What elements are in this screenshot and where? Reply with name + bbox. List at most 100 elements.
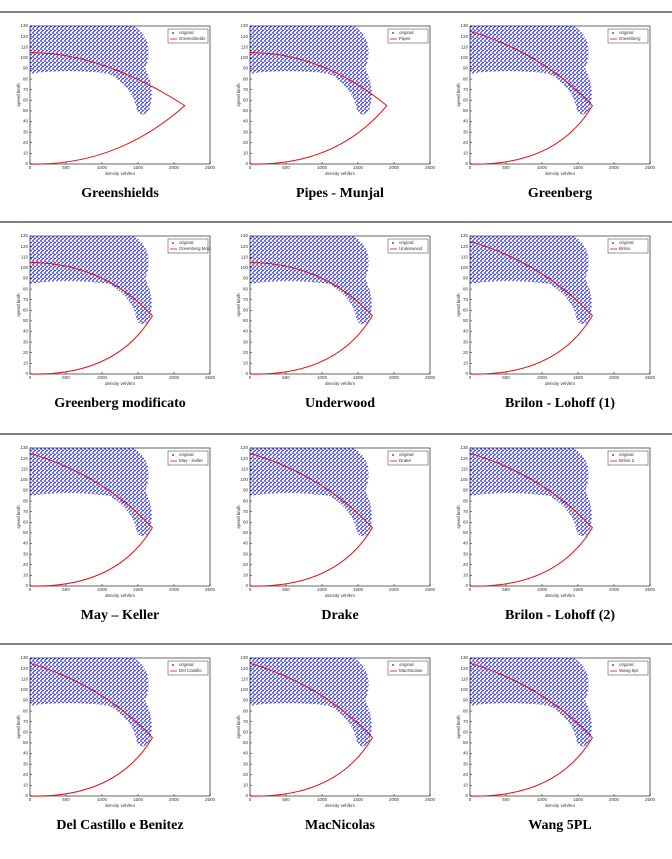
x-tick-label: 1500 <box>353 587 364 592</box>
x-tick-label: 1000 <box>317 587 328 592</box>
y-tick-label: 60 <box>23 97 29 102</box>
legend-entry: original <box>179 452 194 457</box>
y-tick-label: 80 <box>243 498 249 503</box>
y-tick-label: 20 <box>23 562 29 567</box>
y-tick-label: 80 <box>23 498 29 503</box>
panel: 0 500 1000 1500 2000 2500 0 10 20 30 40 50 60 70 80 90 1… <box>236 655 435 833</box>
caption: Greenshields <box>81 186 159 201</box>
legend-entry: original <box>179 30 194 35</box>
legend-entry: Greenberg Mod. <box>179 246 212 251</box>
y-axis-label: speed km/h <box>456 715 461 739</box>
y-tick-label: 20 <box>243 772 249 777</box>
y-tick-label: 50 <box>23 318 29 323</box>
fit-curve <box>469 662 594 797</box>
x-tick-label: 500 <box>282 797 290 802</box>
legend-entry: Wang 5pl <box>619 668 638 673</box>
legend-entry: Underwood <box>399 246 423 251</box>
caption: Underwood <box>305 396 375 411</box>
y-tick-label: 30 <box>243 339 249 344</box>
y-tick-label: 100 <box>460 477 468 482</box>
fit-curve <box>29 52 186 165</box>
caption: Greenberg modificato <box>54 396 186 411</box>
y-tick-label: 120 <box>240 456 248 461</box>
y-tick-label: 60 <box>243 97 249 102</box>
x-tick-label: 500 <box>502 375 510 380</box>
y-tick-label: 70 <box>23 509 29 514</box>
y-axis-label: speed km/h <box>16 505 21 529</box>
legend-entry: original <box>619 452 634 457</box>
x-axis-label: density veh/km <box>325 171 355 176</box>
y-tick-label: 100 <box>20 477 28 482</box>
y-tick-label: 100 <box>240 55 248 60</box>
y-tick-label: 20 <box>463 772 469 777</box>
y-tick-label: 130 <box>460 23 468 28</box>
panel: 0 500 1000 1500 2000 2500 0 10 20 30 40 50 60 70 80 90 1… <box>16 23 215 201</box>
x-tick-label: 1000 <box>317 375 328 380</box>
y-tick-label: 110 <box>241 44 249 49</box>
y-tick-label: 40 <box>243 119 249 124</box>
y-tick-label: 30 <box>463 129 469 134</box>
y-tick-label: 40 <box>243 541 249 546</box>
legend-entry: original <box>399 662 414 667</box>
legend-box <box>387 28 429 44</box>
y-tick-label: 90 <box>243 488 249 493</box>
x-tick-label: 0 <box>249 587 252 592</box>
y-tick-label: 40 <box>23 751 29 756</box>
y-tick-label: 90 <box>23 488 29 493</box>
y-tick-label: 70 <box>23 87 29 92</box>
panel: 0 500 1000 1500 2000 2500 0 10 20 30 40 50 60 70 80 90 1… <box>16 445 215 623</box>
y-tick-label: 90 <box>463 66 469 71</box>
y-tick-label: 120 <box>460 34 468 39</box>
x-tick-label: 2000 <box>609 375 620 380</box>
y-tick-label: 30 <box>463 551 469 556</box>
y-tick-label: 60 <box>463 307 469 312</box>
y-tick-label: 120 <box>460 244 468 249</box>
caption: Brilon - Lohoff (1) <box>505 396 615 411</box>
scatter-cloud <box>30 448 152 537</box>
y-tick-label: 50 <box>463 530 469 535</box>
y-tick-label: 90 <box>23 698 29 703</box>
y-tick-label: 50 <box>243 530 249 535</box>
y-tick-label: 70 <box>463 297 469 302</box>
x-tick-label: 1000 <box>97 375 108 380</box>
caption: Greenberg <box>528 186 592 201</box>
y-tick-label: 30 <box>23 339 29 344</box>
y-tick-label: 90 <box>463 276 469 281</box>
x-tick-label: 2500 <box>205 587 216 592</box>
panel: 0 500 1000 1500 2000 2500 0 10 20 30 40 50 60 70 80 90 1… <box>456 233 655 411</box>
y-tick-label: 40 <box>23 329 29 334</box>
y-tick-label: 10 <box>23 783 29 788</box>
y-tick-label: 130 <box>20 655 28 660</box>
x-tick-label: 500 <box>282 587 290 592</box>
x-tick-label: 0 <box>29 375 32 380</box>
panel: 0 500 1000 1500 2000 2500 0 10 20 30 40 50 60 70 80 90 1… <box>236 23 435 201</box>
x-tick-label: 1000 <box>537 375 548 380</box>
legend-entry: MacNicolas <box>399 668 423 673</box>
y-tick-label: 80 <box>23 286 29 291</box>
x-axis-label: density veh/km <box>105 381 135 386</box>
y-tick-label: 110 <box>461 254 469 259</box>
x-tick-label: 1000 <box>97 797 108 802</box>
y-tick-label: 60 <box>243 307 249 312</box>
x-tick-label: 2500 <box>425 165 436 170</box>
y-tick-label: 20 <box>463 562 469 567</box>
legend-marker <box>172 454 174 456</box>
y-tick-label: 90 <box>243 276 249 281</box>
x-tick-label: 0 <box>249 375 252 380</box>
y-tick-label: 80 <box>243 708 249 713</box>
x-tick-label: 1000 <box>97 165 108 170</box>
legend-box <box>607 660 649 676</box>
x-tick-label: 1000 <box>317 165 328 170</box>
panel: 0 500 1000 1500 2000 2500 0 10 20 30 40 50 60 70 80 90 1… <box>456 23 655 201</box>
y-tick-label: 80 <box>463 286 469 291</box>
y-tick-label: 90 <box>463 488 469 493</box>
legend-box <box>167 450 209 466</box>
x-tick-label: 0 <box>469 797 472 802</box>
y-tick-label: 100 <box>240 477 248 482</box>
panel: 0 500 1000 1500 2000 2500 0 10 20 30 40 50 60 70 80 90 1… <box>16 233 215 411</box>
legend-entry: original <box>619 662 634 667</box>
legend-entry: original <box>179 240 194 245</box>
x-tick-label: 2000 <box>169 375 180 380</box>
x-tick-label: 1500 <box>573 165 584 170</box>
y-tick-label: 10 <box>23 573 29 578</box>
